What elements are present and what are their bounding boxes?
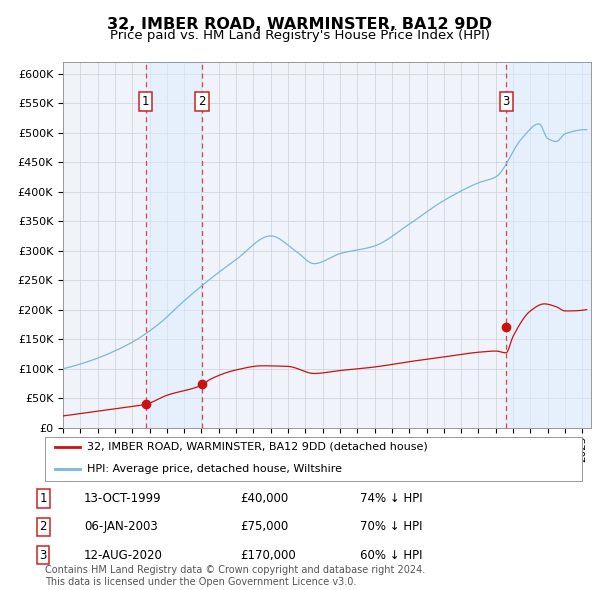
Text: Contains HM Land Registry data © Crown copyright and database right 2024.
This d: Contains HM Land Registry data © Crown c…	[45, 565, 425, 587]
Text: 13-OCT-1999: 13-OCT-1999	[84, 492, 161, 505]
Bar	[146, 62, 202, 428]
Text: HPI: Average price, detached house, Wiltshire: HPI: Average price, detached house, Wilt…	[87, 464, 342, 474]
Text: 06-JAN-2003: 06-JAN-2003	[84, 520, 158, 533]
Text: 2: 2	[198, 95, 206, 108]
Text: 3: 3	[502, 95, 510, 108]
Text: 32, IMBER ROAD, WARMINSTER, BA12 9DD (detached house): 32, IMBER ROAD, WARMINSTER, BA12 9DD (de…	[87, 442, 428, 452]
Text: 2: 2	[40, 520, 47, 533]
Text: £40,000: £40,000	[240, 492, 288, 505]
Text: 60% ↓ HPI: 60% ↓ HPI	[360, 549, 422, 562]
Text: 1: 1	[142, 95, 149, 108]
Text: 32, IMBER ROAD, WARMINSTER, BA12 9DD: 32, IMBER ROAD, WARMINSTER, BA12 9DD	[107, 17, 493, 31]
Text: 70% ↓ HPI: 70% ↓ HPI	[360, 520, 422, 533]
Text: £170,000: £170,000	[240, 549, 296, 562]
Text: 1: 1	[40, 492, 47, 505]
Text: 74% ↓ HPI: 74% ↓ HPI	[360, 492, 422, 505]
Text: Price paid vs. HM Land Registry's House Price Index (HPI): Price paid vs. HM Land Registry's House …	[110, 30, 490, 42]
Text: 3: 3	[40, 549, 47, 562]
Bar	[506, 62, 591, 428]
Text: £75,000: £75,000	[240, 520, 288, 533]
Text: 12-AUG-2020: 12-AUG-2020	[84, 549, 163, 562]
